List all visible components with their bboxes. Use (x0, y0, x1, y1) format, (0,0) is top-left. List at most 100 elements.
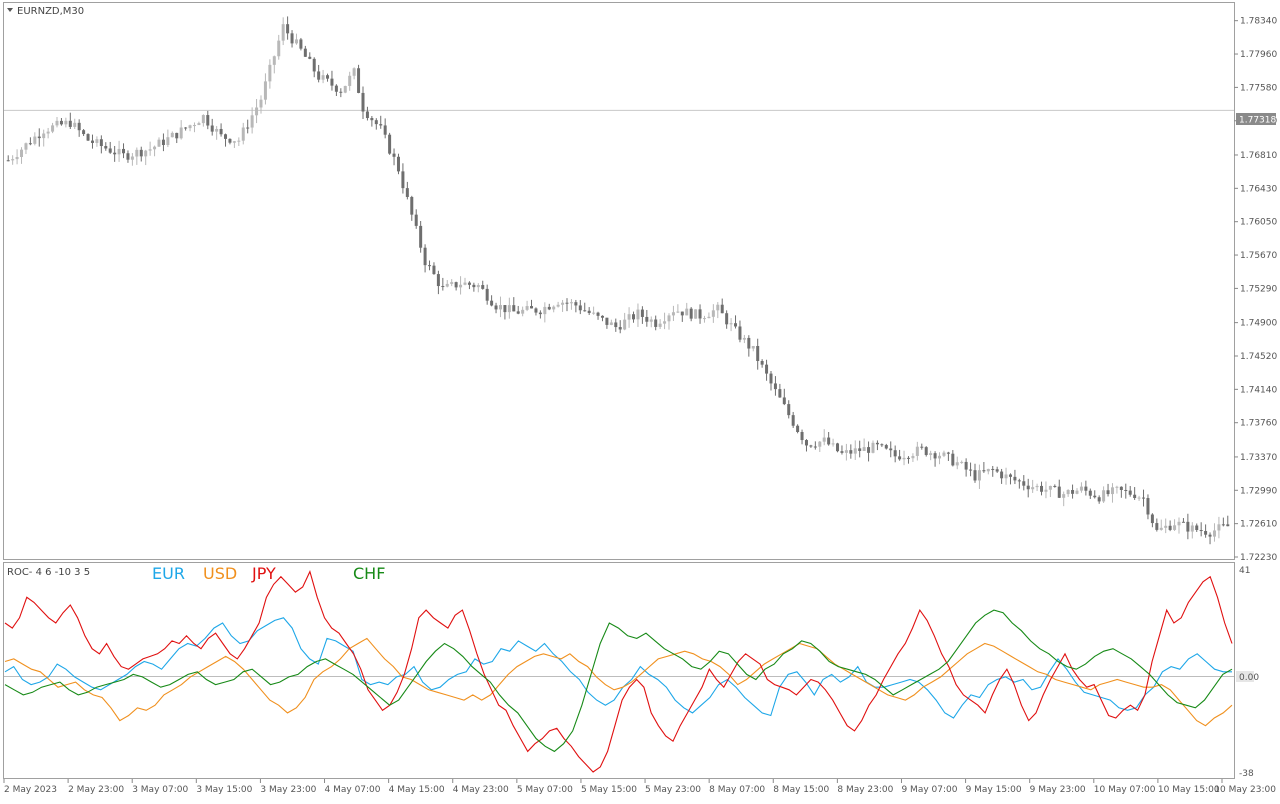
candle-body (170, 132, 174, 138)
candle-body (609, 322, 613, 325)
time-label: 3 May 07:00 (132, 785, 188, 795)
legend-eur: EUR (152, 564, 185, 583)
candle-body (1199, 530, 1203, 532)
price-label: 1.74520 (1240, 352, 1277, 362)
candle-body (920, 446, 924, 448)
candle-body (1173, 525, 1177, 530)
candle-body (960, 461, 964, 463)
candle-body (59, 120, 63, 125)
roc-line-jpy (4, 570, 1233, 773)
main-chart-panel[interactable] (3, 2, 1235, 560)
indicator-zero-tag (1236, 671, 1254, 682)
candle-body (587, 310, 591, 314)
candle-body (104, 146, 108, 149)
time-label: 9 May 23:00 (1030, 785, 1086, 795)
candle-body (1057, 486, 1061, 498)
candle-body (224, 134, 228, 139)
candle-body (938, 455, 942, 459)
current-price-tag (1236, 113, 1276, 125)
candle-body (1071, 490, 1075, 494)
candle-body (858, 448, 862, 452)
candle-body (1208, 534, 1212, 537)
candle-body (286, 24, 290, 34)
candle-body (290, 33, 294, 44)
candle-body (1093, 495, 1097, 498)
roc-series (4, 570, 1233, 773)
candle-body (742, 337, 746, 340)
candle-body (725, 313, 729, 325)
candle-body (778, 389, 782, 398)
candle-body (184, 127, 188, 129)
candle-body (1146, 498, 1150, 515)
candle-body (1026, 485, 1030, 490)
candle-body (188, 125, 192, 129)
candle-body (51, 125, 55, 132)
dropdown-triangle-icon[interactable] (7, 8, 13, 12)
time-label: 5 May 23:00 (645, 785, 701, 795)
indicator-panel[interactable] (3, 562, 1235, 779)
candle-body (973, 470, 977, 481)
candle-body (467, 282, 471, 285)
candle-body (374, 120, 378, 125)
candle-body (658, 323, 662, 327)
candle-body (365, 111, 369, 119)
candle-body (525, 306, 529, 310)
indicator-axis: 41 0.00 -38 (1236, 566, 1259, 779)
candle-body (676, 311, 680, 313)
price-label: 1.75670 (1240, 251, 1277, 261)
candle-body (423, 247, 427, 266)
candle-body (1102, 490, 1106, 502)
candle-body (1008, 474, 1012, 477)
candle-body (259, 99, 263, 108)
candle-body (1013, 476, 1017, 481)
candle-body (893, 450, 897, 457)
candle-body (1084, 486, 1088, 491)
roc-line-eur (4, 617, 1232, 719)
time-label: 4 May 07:00 (325, 785, 381, 795)
candle-body (1133, 494, 1137, 499)
price-label: 1.76430 (1240, 184, 1277, 194)
price-label: 1.73760 (1240, 419, 1277, 429)
symbol-label: EURNZD,M30 (17, 6, 84, 17)
candle-body (192, 125, 196, 127)
candle-body (707, 316, 711, 319)
candle-body (689, 308, 693, 319)
candle-body (991, 468, 995, 470)
candle-body (977, 470, 981, 481)
price-axis: 1.783401.779601.775801.772001.768101.764… (1234, 17, 1277, 563)
candle-body (1044, 489, 1048, 492)
candle-body (20, 149, 24, 158)
time-label: 5 May 15:00 (581, 785, 637, 795)
candle-body (574, 302, 578, 306)
candle-body (135, 149, 139, 157)
candle-body (592, 312, 596, 314)
candle-body (148, 149, 152, 151)
candle-body (853, 448, 857, 454)
candle-body (1150, 514, 1154, 524)
candle-body (911, 455, 915, 459)
candle-body (889, 448, 893, 451)
candle-body (640, 309, 644, 317)
candle-body (113, 152, 117, 155)
roc-line-chf (4, 609, 1233, 753)
candle-body (507, 305, 511, 313)
indicator-axis-bottom: -38 (1239, 769, 1254, 779)
candle-body (11, 159, 15, 161)
candle-body (77, 122, 81, 131)
candle-body (1000, 471, 1004, 479)
time-label: 8 May 23:00 (837, 785, 893, 795)
time-label: 8 May 15:00 (773, 785, 829, 795)
candle-body (867, 447, 871, 453)
time-label: 8 May 07:00 (709, 785, 765, 795)
time-label: 9 May 07:00 (901, 785, 957, 795)
price-label: 1.77960 (1240, 50, 1277, 60)
candle-body (197, 123, 201, 126)
price-label: 1.76810 (1240, 151, 1277, 161)
candle-body (649, 319, 653, 322)
candle-body (64, 120, 68, 125)
candle-body (818, 441, 822, 447)
time-label: 2 May 23:00 (68, 785, 124, 795)
candle-body (986, 468, 990, 472)
candle-body (906, 457, 910, 459)
candle-body (530, 306, 534, 309)
